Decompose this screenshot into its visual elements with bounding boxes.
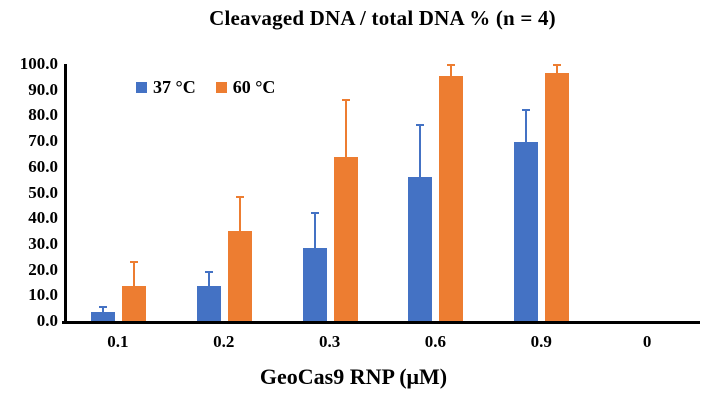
- y-axis-line: [64, 64, 67, 324]
- error-bar-cap: [522, 108, 531, 111]
- bar: [90, 312, 115, 321]
- x-tick-label: 0.6: [424, 332, 447, 351]
- error-bar: [556, 64, 559, 73]
- error-bar-cap: [129, 260, 138, 263]
- y-tick-label: 80.0: [28, 105, 58, 125]
- error-bar-cap: [416, 124, 425, 127]
- x-tick-label: 0.3: [318, 332, 341, 351]
- y-tick-label: 0.0: [36, 311, 58, 330]
- error-bar: [313, 211, 316, 248]
- bar: [408, 177, 433, 321]
- error-bar-cap: [98, 306, 107, 309]
- error-bar: [525, 108, 528, 143]
- bar: [121, 286, 146, 321]
- legend-item: 60 °C: [215, 77, 276, 98]
- legend-label: 37 °C: [153, 77, 196, 97]
- bar: [514, 142, 539, 321]
- error-bar: [207, 270, 210, 287]
- error-bar: [419, 124, 422, 178]
- error-bar-cap: [310, 211, 319, 214]
- error-bar-cap: [235, 196, 244, 199]
- x-tick-label: 0.9: [530, 332, 552, 351]
- y-tick-label: 50.0: [28, 182, 58, 202]
- y-tick-label: 20.0: [28, 259, 58, 279]
- chart-title: Cleavaged DNA / total DNA % (n = 4): [209, 6, 556, 30]
- error-bar: [132, 260, 135, 287]
- error-bar-cap: [553, 64, 562, 66]
- y-tick-label: 90.0: [28, 79, 58, 99]
- error-bar: [344, 98, 347, 157]
- y-tick-label: 100.0: [19, 54, 58, 73]
- error-bar-cap: [447, 64, 456, 66]
- legend-swatch-icon: [215, 82, 227, 93]
- error-bar: [238, 196, 241, 232]
- legend-item: 37 °C: [136, 77, 196, 98]
- x-axis-line: [62, 321, 700, 324]
- y-tick-label: 70.0: [28, 131, 58, 151]
- bar: [545, 72, 570, 321]
- error-bar: [101, 306, 104, 312]
- bar: [333, 156, 358, 321]
- y-tick-label: 30.0: [28, 233, 58, 253]
- x-tick-label: 0.2: [213, 332, 235, 351]
- error-bar-cap: [341, 98, 350, 101]
- bar: [439, 75, 464, 321]
- x-tick-label: 0: [642, 332, 652, 351]
- legend-label: 60 °C: [232, 77, 276, 97]
- x-axis-title: GeoCas9 RNP (μM): [259, 364, 448, 389]
- x-tick-label: 0.1: [107, 332, 129, 351]
- y-tick-label: 10.0: [28, 285, 58, 305]
- bar: [302, 247, 327, 321]
- legend: 37 °C 60 °C: [136, 77, 275, 98]
- error-bar: [450, 64, 453, 76]
- bar: [196, 286, 221, 321]
- bar: [227, 231, 252, 321]
- error-bar-cap: [204, 270, 213, 273]
- y-tick-label: 40.0: [28, 208, 58, 228]
- legend-swatch-icon: [136, 82, 147, 93]
- y-tick-label: 60.0: [28, 156, 58, 176]
